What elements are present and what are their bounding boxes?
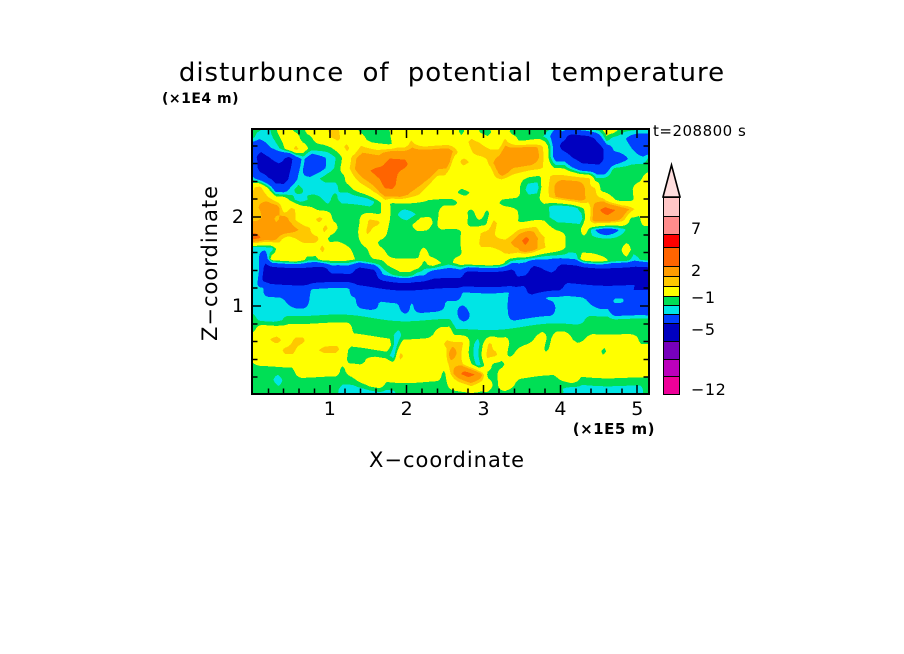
colorbar-segment: [663, 216, 680, 235]
colorbar-segment: [663, 359, 680, 377]
colorbar-label: 2: [691, 261, 702, 280]
colorbar-segment: [663, 247, 680, 267]
contour-field-canvas: [253, 130, 648, 393]
x-tick-label: 4: [554, 398, 567, 420]
colorbar-arrow-tip: [661, 161, 682, 198]
chart-title: disturbunce of potential temperature: [178, 58, 726, 88]
colorbar-segment: [663, 266, 680, 277]
x-tick-label: 1: [323, 398, 336, 420]
colorbar-segment: [663, 376, 680, 395]
colorbar-segment: [663, 314, 680, 324]
colorbar-label: −5: [691, 320, 716, 339]
plot-area: [251, 128, 650, 395]
colorbar-segment: [663, 341, 680, 360]
colorbar: [663, 197, 680, 395]
x-tick-label: 2: [400, 398, 413, 420]
y-axis-unit: (×1E4 m): [162, 91, 240, 107]
x-axis-title: X−coordinate: [369, 448, 525, 472]
colorbar-segment: [663, 276, 680, 287]
colorbar-label: −12: [691, 380, 727, 399]
colorbar-segment: [663, 305, 680, 315]
colorbar-segment: [663, 197, 680, 217]
colorbar-segment: [663, 286, 680, 297]
x-tick-label: 5: [631, 398, 644, 420]
time-annotation: t=208800 s: [653, 122, 747, 140]
y-tick-label: 2: [231, 206, 244, 228]
colorbar-label: 7: [691, 219, 702, 238]
colorbar-segment: [663, 296, 680, 306]
colorbar-segment: [663, 323, 680, 342]
y-axis-title: Z−coordinate: [198, 185, 222, 341]
colorbar-segment: [663, 234, 680, 248]
y-tick-label: 1: [231, 295, 244, 317]
x-tick-label: 3: [477, 398, 490, 420]
colorbar-label: −1: [691, 288, 716, 307]
x-axis-unit: (×1E5 m): [572, 420, 655, 438]
